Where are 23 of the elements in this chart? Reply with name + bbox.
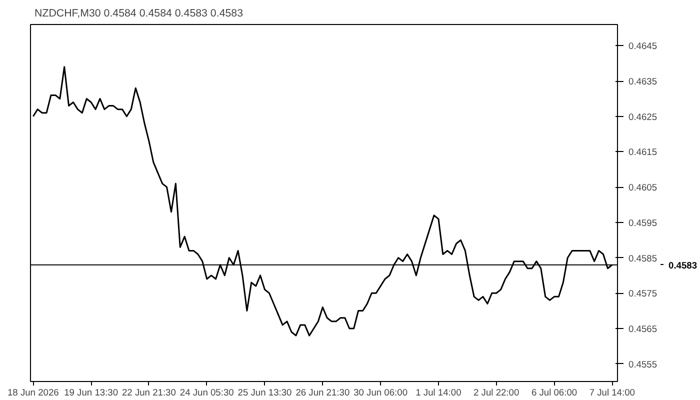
y-tick-label: 0.4555	[628, 359, 658, 370]
x-tick-label: 1 Jul 14:00	[416, 388, 462, 398]
x-tick-label: 30 Jun 06:00	[354, 388, 408, 398]
y-tick-label: 0.4615	[628, 147, 658, 158]
y-tick-label: 0.4585	[628, 253, 658, 264]
y-tick-label: 0.4565	[628, 324, 658, 334]
x-tick-label: 22 Jun 21:30	[122, 388, 176, 398]
x-tick-label: 2 Jul 22:00	[474, 388, 520, 398]
x-tick-label: 6 Jul 06:00	[531, 388, 578, 398]
y-tick-label: 0.4595	[628, 218, 658, 228]
y-tick-label: 0.4575	[628, 288, 658, 299]
x-tick-label: 26 Jun 21:30	[296, 388, 350, 398]
y-tick-label: 0.4645	[628, 41, 658, 52]
x-tick-label: 19 Jun 13:30	[64, 388, 118, 398]
x-tick-label: 18 Jun 2026	[7, 388, 59, 398]
x-tick-label: 24 Jun 05:30	[180, 388, 234, 398]
y-tick-label: 0.4605	[628, 182, 658, 193]
ref-line-label: 0.4583	[668, 260, 698, 270]
y-tick-label: 0.4635	[628, 76, 658, 87]
chart-title: NZDCHF,M30 0.4584 0.4584 0.4583 0.4583	[34, 8, 244, 20]
y-tick-label: 0.4625	[628, 112, 658, 122]
x-tick-label: 7 Jul 14:00	[589, 388, 635, 398]
x-tick-label: 25 Jun 13:30	[238, 388, 292, 398]
